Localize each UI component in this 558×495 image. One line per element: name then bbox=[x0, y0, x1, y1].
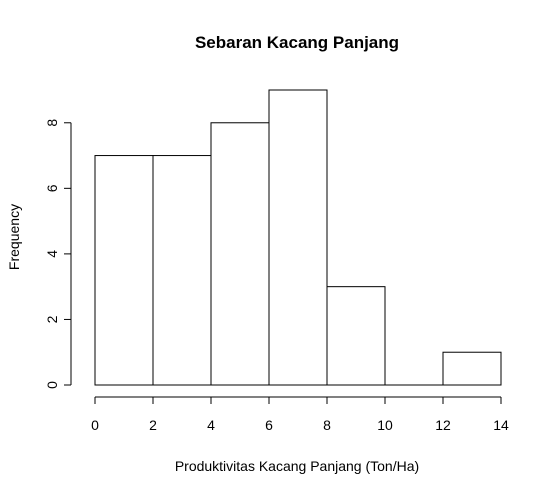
histogram-bar-0 bbox=[94, 155, 154, 386]
y-tick-label: 8 bbox=[44, 119, 60, 127]
x-tick-label: 14 bbox=[493, 417, 509, 433]
x-tick-label: 12 bbox=[435, 417, 451, 433]
histogram-bar-3 bbox=[268, 89, 328, 386]
y-axis: 0 2 4 6 8 bbox=[44, 119, 72, 389]
histogram-bar-6 bbox=[442, 351, 502, 386]
x-tick-label: 0 bbox=[91, 417, 99, 433]
histogram-bar-1 bbox=[152, 155, 212, 386]
y-tick-label: 6 bbox=[44, 184, 60, 192]
x-tick-label: 8 bbox=[323, 417, 331, 433]
chart-title: Sebaran Kacang Panjang bbox=[195, 33, 399, 52]
histogram-bar-4 bbox=[326, 286, 386, 386]
y-tick-label: 2 bbox=[44, 315, 60, 323]
x-axis: 0 2 4 6 8 10 12 14 bbox=[91, 396, 509, 433]
x-tick-label: 2 bbox=[149, 417, 157, 433]
x-tick-label: 10 bbox=[377, 417, 393, 433]
histogram-bars bbox=[94, 89, 502, 386]
x-axis-label: Produktivitas Kacang Panjang (Ton/Ha) bbox=[175, 458, 419, 474]
y-tick-label: 0 bbox=[44, 381, 60, 389]
y-axis-label: Frequency bbox=[6, 204, 22, 270]
x-tick-label: 6 bbox=[265, 417, 273, 433]
x-tick-label: 4 bbox=[207, 417, 215, 433]
y-tick-label: 4 bbox=[44, 250, 60, 258]
histogram-bar-2 bbox=[210, 122, 270, 386]
